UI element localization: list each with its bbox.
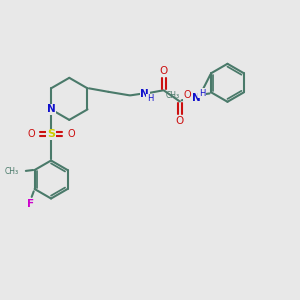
Text: CH₃: CH₃ [166, 91, 180, 100]
Text: N: N [192, 93, 201, 103]
Text: H: H [147, 94, 153, 103]
Text: O: O [160, 66, 168, 76]
Text: N: N [140, 89, 149, 99]
Text: O: O [27, 129, 35, 139]
Text: O: O [67, 129, 75, 139]
Text: O: O [176, 116, 184, 126]
Text: CH₃: CH₃ [5, 167, 19, 176]
Text: H: H [199, 89, 205, 98]
Text: O: O [184, 90, 191, 100]
Text: S: S [47, 129, 55, 139]
Text: F: F [27, 199, 34, 208]
Text: N: N [47, 104, 56, 114]
